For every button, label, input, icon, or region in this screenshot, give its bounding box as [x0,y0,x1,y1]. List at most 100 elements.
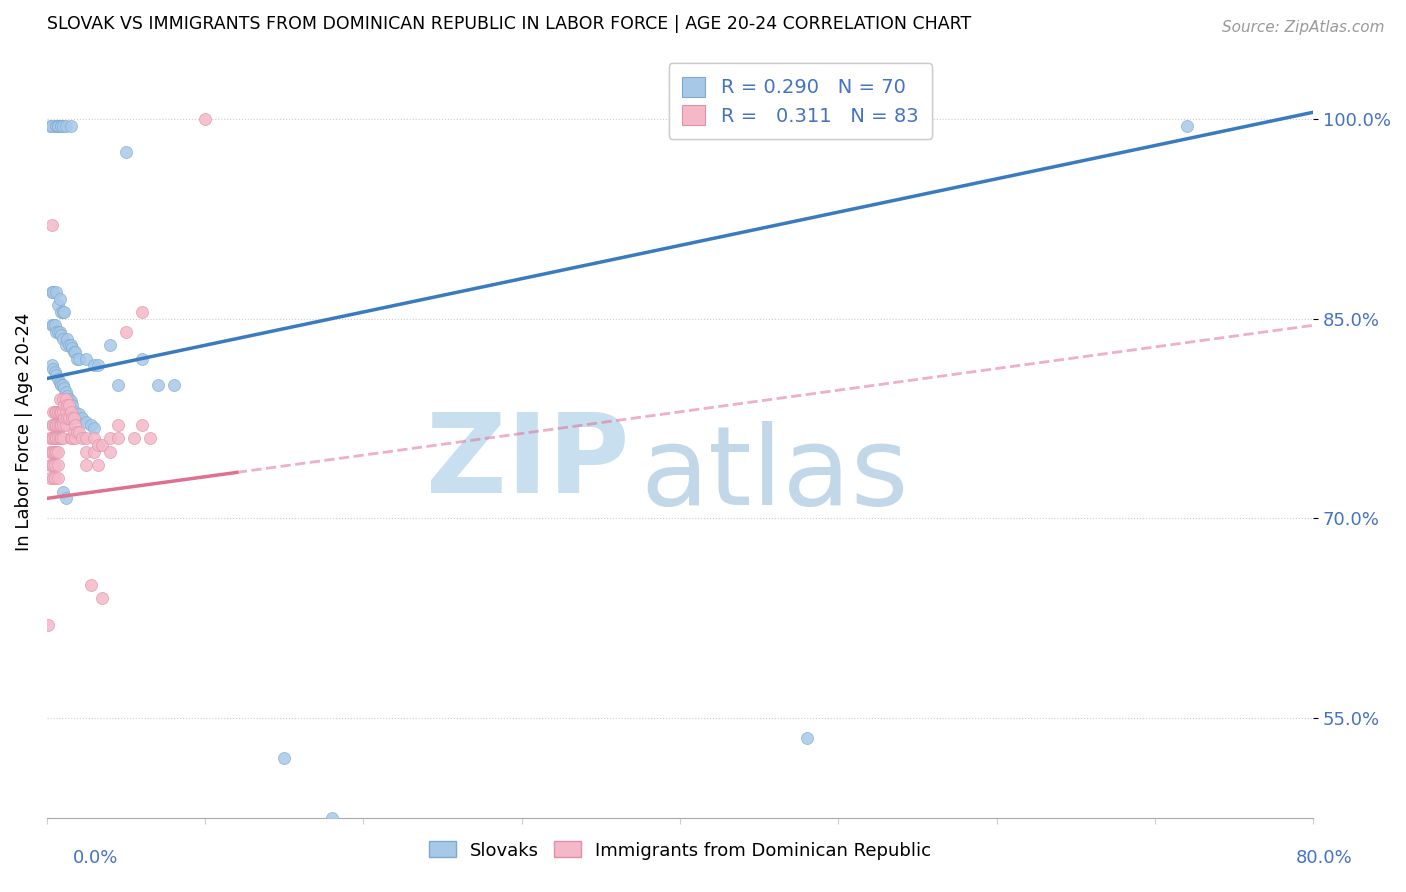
Point [52,418,75,433]
Point [52,378,75,392]
Point [44,365,66,379]
Point [46,458,69,472]
Point [55,491,77,506]
Point [60,398,83,412]
Point [49,378,72,392]
Point [52,484,75,499]
Point [41,444,63,458]
Point [59,119,82,133]
Point [59,405,82,419]
Point [42,318,65,333]
Point [62,345,84,359]
Point [139,432,162,446]
Point [46,418,69,433]
Point [53,398,76,412]
Point [42,432,65,446]
Point [44,318,66,333]
Point [80,418,103,433]
Text: ZIP: ZIP [426,409,630,516]
Point [55,392,77,406]
Point [53,305,76,319]
Point [146,378,169,392]
Point [41,458,63,472]
Point [52,392,75,406]
Point [65,345,87,359]
Point [55,384,77,399]
Point [53,411,76,425]
Point [796,731,818,745]
Point [41,432,63,446]
Point [48,405,70,419]
Point [45,405,67,419]
Point [83,421,105,435]
Point [131,418,153,433]
Point [86,438,108,452]
Point [1175,119,1198,133]
Point [42,471,65,485]
Point [44,471,66,485]
Point [58,398,80,412]
Point [60,341,83,355]
Point [65,432,87,446]
Point [41,119,63,133]
Point [65,405,87,419]
Point [39,471,62,485]
Point [67,408,90,422]
Point [46,119,69,133]
Point [48,325,70,339]
Point [115,145,138,160]
Point [70,432,93,446]
Point [75,432,97,446]
Point [49,119,72,133]
Point [131,305,153,319]
Point [62,425,84,439]
Point [80,578,103,592]
Point [42,444,65,458]
Point [44,458,66,472]
Point [52,405,75,419]
Point [44,432,66,446]
Point [49,119,72,133]
Point [60,432,83,446]
Point [46,119,69,133]
Point [45,285,67,299]
Point [46,325,69,339]
Y-axis label: In Labor Force | Age 20-24: In Labor Force | Age 20-24 [15,312,32,551]
Point [45,119,67,133]
Point [42,285,65,299]
Point [107,378,129,392]
Point [44,405,66,419]
Point [46,119,69,133]
Point [52,332,75,346]
Point [56,398,79,412]
Text: SLOVAK VS IMMIGRANTS FROM DOMINICAN REPUBLIC IN LABOR FORCE | AGE 20-24 CORRELAT: SLOVAK VS IMMIGRANTS FROM DOMINICAN REPU… [46,15,972,33]
Point [66,425,89,439]
Text: Source: ZipAtlas.com: Source: ZipAtlas.com [1222,20,1385,35]
Point [131,351,153,366]
Point [55,119,77,133]
Point [49,418,72,433]
Point [46,432,69,446]
Point [41,418,63,433]
Point [49,305,72,319]
Point [42,362,65,376]
Point [98,444,121,458]
Point [56,389,79,403]
Text: 80.0%: 80.0% [1296,849,1353,867]
Point [59,432,82,446]
Point [44,444,66,458]
Point [56,411,79,425]
Point [66,351,89,366]
Point [58,411,80,425]
Point [56,332,79,346]
Point [45,444,67,458]
Point [42,458,65,472]
Point [42,418,65,433]
Point [273,751,295,765]
Point [83,444,105,458]
Point [48,432,70,446]
Point [59,338,82,352]
Point [162,378,184,392]
Point [53,381,76,395]
Point [55,405,77,419]
